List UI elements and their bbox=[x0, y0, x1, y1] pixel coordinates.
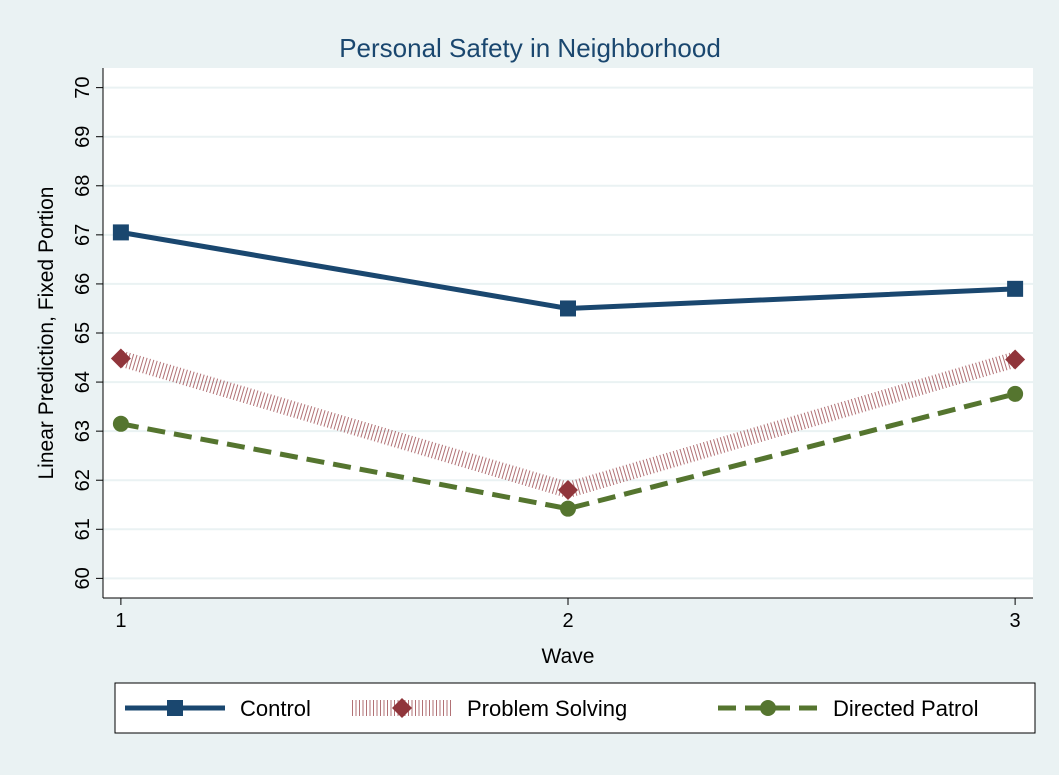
marker bbox=[112, 415, 129, 432]
legend-label: Control bbox=[240, 696, 311, 721]
x-tick-label: 2 bbox=[562, 610, 573, 632]
y-tick-label: 67 bbox=[72, 224, 94, 246]
legend-label: Problem Solving bbox=[467, 696, 627, 721]
marker bbox=[392, 698, 412, 718]
series-line bbox=[120, 391, 1016, 512]
marker bbox=[760, 700, 776, 716]
marker bbox=[560, 300, 576, 317]
y-tick-label: 61 bbox=[72, 518, 94, 540]
y-tick-label: 69 bbox=[72, 126, 94, 148]
marker bbox=[167, 700, 183, 716]
y-tick-label: 60 bbox=[72, 567, 94, 589]
y-tick-label: 70 bbox=[72, 77, 94, 99]
marker bbox=[1007, 280, 1024, 297]
marker bbox=[1005, 349, 1026, 370]
y-tick-label: 64 bbox=[72, 371, 94, 393]
y-tick-label: 66 bbox=[72, 273, 94, 295]
chart-title: Personal Safety in Neighborhood bbox=[339, 33, 721, 63]
y-tick-label: 65 bbox=[72, 322, 94, 344]
legend-box bbox=[114, 682, 1036, 734]
marker bbox=[558, 480, 578, 501]
marker bbox=[110, 348, 131, 369]
y-tick-label: 68 bbox=[72, 175, 94, 197]
y-tick-label: 63 bbox=[72, 420, 94, 442]
legend-label: Directed Patrol bbox=[833, 696, 979, 721]
x-axis-label: Wave bbox=[542, 645, 595, 668]
x-tick-label: 1 bbox=[115, 610, 126, 632]
marker bbox=[560, 500, 576, 517]
y-axis-label: Linear Prediction, Fixed Portion bbox=[35, 187, 58, 480]
x-tick-label: 3 bbox=[1010, 610, 1021, 632]
marker bbox=[112, 224, 129, 241]
marker bbox=[1007, 385, 1024, 402]
y-tick-label: 62 bbox=[72, 469, 94, 491]
